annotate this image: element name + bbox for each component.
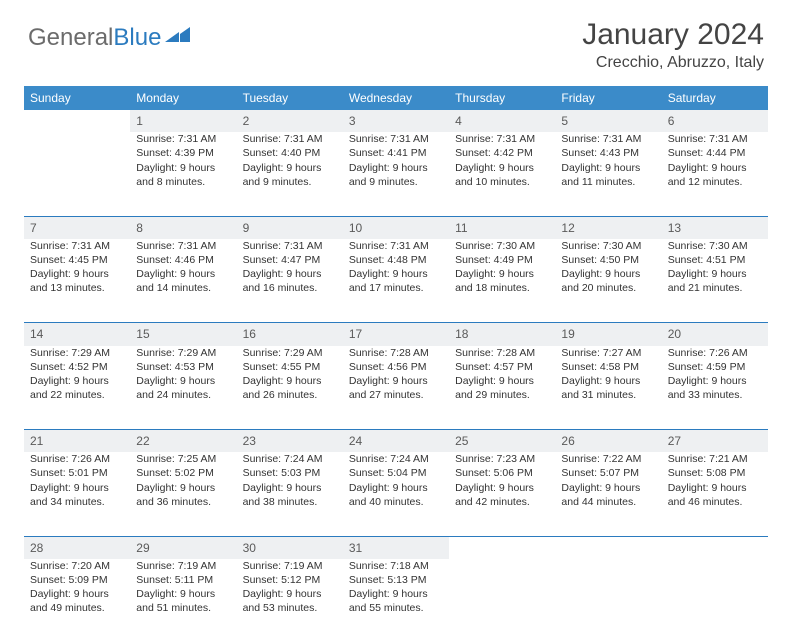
day-header: Saturday (662, 86, 768, 110)
day-header: Tuesday (237, 86, 343, 110)
logo-text-1: General (28, 24, 113, 52)
day-number: 14 (24, 323, 130, 346)
day-number: 17 (343, 323, 449, 346)
day-info: Sunrise: 7:26 AMSunset: 5:01 PMDaylight:… (24, 452, 130, 536)
day-number: 29 (130, 536, 236, 559)
day-info: Sunrise: 7:19 AMSunset: 5:12 PMDaylight:… (237, 559, 343, 643)
day-info: Sunrise: 7:31 AMSunset: 4:39 PMDaylight:… (130, 132, 236, 216)
day-info: Sunrise: 7:31 AMSunset: 4:48 PMDaylight:… (343, 239, 449, 323)
daynum-row: 123456 (24, 110, 768, 132)
title-block: January 2024 Crecchio, Abruzzo, Italy (582, 18, 764, 72)
day-number: 25 (449, 430, 555, 453)
daynum-row: 78910111213 (24, 216, 768, 239)
day-number: 21 (24, 430, 130, 453)
day-info: Sunrise: 7:22 AMSunset: 5:07 PMDaylight:… (555, 452, 661, 536)
day-number: 20 (662, 323, 768, 346)
day-number: 30 (237, 536, 343, 559)
day-number: 9 (237, 216, 343, 239)
day-info: Sunrise: 7:18 AMSunset: 5:13 PMDaylight:… (343, 559, 449, 643)
day-number: 4 (449, 110, 555, 132)
day-number: 7 (24, 216, 130, 239)
day-info: Sunrise: 7:20 AMSunset: 5:09 PMDaylight:… (24, 559, 130, 643)
day-header: Monday (130, 86, 236, 110)
day-info: Sunrise: 7:31 AMSunset: 4:46 PMDaylight:… (130, 239, 236, 323)
day-info: Sunrise: 7:30 AMSunset: 4:50 PMDaylight:… (555, 239, 661, 323)
day-header-row: SundayMondayTuesdayWednesdayThursdayFrid… (24, 86, 768, 110)
day-info: Sunrise: 7:27 AMSunset: 4:58 PMDaylight:… (555, 346, 661, 430)
location: Crecchio, Abruzzo, Italy (582, 54, 764, 72)
day-number: 11 (449, 216, 555, 239)
logo: GeneralBlue (28, 18, 191, 52)
day-number: 1 (130, 110, 236, 132)
day-number: 16 (237, 323, 343, 346)
day-number: 13 (662, 216, 768, 239)
day-number: 31 (343, 536, 449, 559)
day-number: 3 (343, 110, 449, 132)
info-row: Sunrise: 7:26 AMSunset: 5:01 PMDaylight:… (24, 452, 768, 536)
day-number: 22 (130, 430, 236, 453)
day-number: 26 (555, 430, 661, 453)
info-row: Sunrise: 7:31 AMSunset: 4:45 PMDaylight:… (24, 239, 768, 323)
day-info: Sunrise: 7:24 AMSunset: 5:03 PMDaylight:… (237, 452, 343, 536)
day-number: 18 (449, 323, 555, 346)
day-info: Sunrise: 7:25 AMSunset: 5:02 PMDaylight:… (130, 452, 236, 536)
daynum-row: 14151617181920 (24, 323, 768, 346)
day-info: Sunrise: 7:28 AMSunset: 4:56 PMDaylight:… (343, 346, 449, 430)
day-info: Sunrise: 7:23 AMSunset: 5:06 PMDaylight:… (449, 452, 555, 536)
day-info: Sunrise: 7:31 AMSunset: 4:47 PMDaylight:… (237, 239, 343, 323)
day-info: Sunrise: 7:31 AMSunset: 4:44 PMDaylight:… (662, 132, 768, 216)
day-number: 15 (130, 323, 236, 346)
info-row: Sunrise: 7:29 AMSunset: 4:52 PMDaylight:… (24, 346, 768, 430)
day-number: 2 (237, 110, 343, 132)
day-info: Sunrise: 7:21 AMSunset: 5:08 PMDaylight:… (662, 452, 768, 536)
day-info: Sunrise: 7:30 AMSunset: 4:51 PMDaylight:… (662, 239, 768, 323)
header: GeneralBlue January 2024 Crecchio, Abruz… (0, 0, 792, 78)
day-info (662, 559, 768, 643)
day-number: 23 (237, 430, 343, 453)
day-info: Sunrise: 7:19 AMSunset: 5:11 PMDaylight:… (130, 559, 236, 643)
day-info: Sunrise: 7:31 AMSunset: 4:41 PMDaylight:… (343, 132, 449, 216)
day-info: Sunrise: 7:29 AMSunset: 4:55 PMDaylight:… (237, 346, 343, 430)
day-number: 19 (555, 323, 661, 346)
day-number (662, 536, 768, 559)
day-number: 27 (662, 430, 768, 453)
day-info: Sunrise: 7:28 AMSunset: 4:57 PMDaylight:… (449, 346, 555, 430)
logo-icon (165, 24, 191, 52)
day-number: 24 (343, 430, 449, 453)
day-header: Sunday (24, 86, 130, 110)
day-info (449, 559, 555, 643)
day-info: Sunrise: 7:30 AMSunset: 4:49 PMDaylight:… (449, 239, 555, 323)
day-info: Sunrise: 7:31 AMSunset: 4:42 PMDaylight:… (449, 132, 555, 216)
day-info: Sunrise: 7:29 AMSunset: 4:52 PMDaylight:… (24, 346, 130, 430)
day-header: Wednesday (343, 86, 449, 110)
day-number: 10 (343, 216, 449, 239)
info-row: Sunrise: 7:31 AMSunset: 4:39 PMDaylight:… (24, 132, 768, 216)
day-info: Sunrise: 7:24 AMSunset: 5:04 PMDaylight:… (343, 452, 449, 536)
day-info: Sunrise: 7:31 AMSunset: 4:43 PMDaylight:… (555, 132, 661, 216)
daynum-row: 21222324252627 (24, 430, 768, 453)
day-number (449, 536, 555, 559)
logo-text-2: Blue (113, 24, 161, 52)
calendar-table: SundayMondayTuesdayWednesdayThursdayFrid… (24, 86, 768, 643)
day-number (555, 536, 661, 559)
day-header: Friday (555, 86, 661, 110)
day-info: Sunrise: 7:29 AMSunset: 4:53 PMDaylight:… (130, 346, 236, 430)
day-number: 12 (555, 216, 661, 239)
day-info (24, 132, 130, 216)
day-number: 5 (555, 110, 661, 132)
info-row: Sunrise: 7:20 AMSunset: 5:09 PMDaylight:… (24, 559, 768, 643)
day-info (555, 559, 661, 643)
month-title: January 2024 (582, 18, 764, 52)
day-number (24, 110, 130, 132)
day-number: 6 (662, 110, 768, 132)
day-number: 8 (130, 216, 236, 239)
day-number: 28 (24, 536, 130, 559)
day-header: Thursday (449, 86, 555, 110)
day-info: Sunrise: 7:31 AMSunset: 4:45 PMDaylight:… (24, 239, 130, 323)
daynum-row: 28293031 (24, 536, 768, 559)
day-info: Sunrise: 7:26 AMSunset: 4:59 PMDaylight:… (662, 346, 768, 430)
day-info: Sunrise: 7:31 AMSunset: 4:40 PMDaylight:… (237, 132, 343, 216)
